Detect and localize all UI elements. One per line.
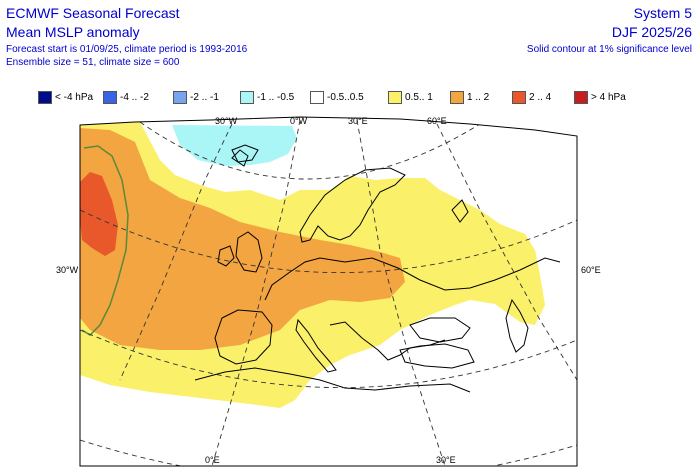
ensemble-info: Ensemble size = 51, climate size = 600 bbox=[6, 57, 180, 68]
legend-swatch bbox=[450, 91, 464, 104]
axis-label-0-bottom: 0°E bbox=[205, 455, 220, 465]
period-label: DJF 2025/26 bbox=[611, 24, 692, 40]
legend-label: 2 .. 4 bbox=[529, 92, 552, 103]
parallel-45n bbox=[80, 329, 577, 389]
legend-swatch bbox=[310, 91, 324, 104]
meridian-30w bbox=[119, 123, 233, 381]
graticule bbox=[80, 119, 577, 466]
forecast-info: Forecast start is 01/09/25, climate peri… bbox=[6, 44, 248, 55]
parallel-60n bbox=[80, 209, 577, 273]
iceland-coast bbox=[231, 144, 259, 163]
parallel-north bbox=[139, 121, 481, 180]
turkey-coast bbox=[399, 343, 475, 369]
axis-label-60e-top: 60°E bbox=[427, 116, 447, 126]
legend-label: 1 .. 2 bbox=[467, 92, 490, 103]
meridian-0 bbox=[211, 119, 301, 466]
system-label: System 5 bbox=[633, 5, 692, 21]
anomaly-orange-region bbox=[80, 128, 405, 350]
legend-swatch bbox=[173, 91, 187, 104]
significance-note: Solid contour at 1% significance level bbox=[526, 44, 692, 55]
legend-label: -2 .. -1 bbox=[190, 92, 219, 103]
anomaly-red-region bbox=[80, 172, 118, 256]
black-sea-coast bbox=[409, 317, 471, 343]
meridian-30e bbox=[356, 119, 446, 466]
legend-swatch bbox=[388, 91, 402, 104]
iberia-coast bbox=[214, 309, 273, 365]
map-title: ECMWF Seasonal Forecast bbox=[6, 5, 180, 21]
britain-coast bbox=[235, 231, 263, 273]
legend-swatch bbox=[512, 91, 526, 104]
axis-label-30w-left: 30°W bbox=[56, 265, 79, 275]
legend-label: -0.5..0.5 bbox=[327, 92, 364, 103]
continental-europe-coast bbox=[264, 257, 561, 301]
italy-coast bbox=[295, 318, 337, 373]
coastlines bbox=[194, 144, 561, 393]
legend-label: > 4 hPa bbox=[591, 92, 626, 103]
significance-contour bbox=[81, 145, 129, 336]
meridian-60e bbox=[436, 123, 577, 381]
map-subtitle: Mean MSLP anomaly bbox=[6, 24, 140, 40]
ireland-coast bbox=[217, 245, 235, 267]
svalbard-coast bbox=[231, 149, 249, 167]
legend-swatch bbox=[103, 91, 117, 104]
legend-swatch bbox=[38, 91, 52, 104]
scandinavia-coast bbox=[299, 167, 406, 243]
legend-label: 0.5.. 1 bbox=[405, 92, 433, 103]
axis-label-30w-top: 30°W bbox=[215, 116, 238, 126]
map-field bbox=[80, 117, 577, 466]
map-frame bbox=[79, 116, 578, 467]
legend-swatch bbox=[240, 91, 254, 104]
axis-label-30e-top: 30°E bbox=[348, 116, 368, 126]
axis-label-30e-bottom: 30°E bbox=[436, 455, 456, 465]
parallel-30n bbox=[80, 439, 577, 466]
axis-label-60e-right: 60°E bbox=[581, 265, 601, 275]
legend-label: -4 .. -2 bbox=[120, 92, 149, 103]
caspian-coast bbox=[505, 298, 529, 353]
anomaly-cyan-region bbox=[172, 125, 297, 166]
axis-label-0-top: 0°W bbox=[290, 116, 308, 126]
novaya-zemlya-coast bbox=[451, 199, 469, 223]
legend-label: < -4 hPa bbox=[55, 92, 94, 103]
legend-label: -1 .. -0.5 bbox=[257, 92, 295, 103]
north-africa-coast bbox=[194, 367, 471, 393]
legend-swatch bbox=[574, 91, 588, 104]
